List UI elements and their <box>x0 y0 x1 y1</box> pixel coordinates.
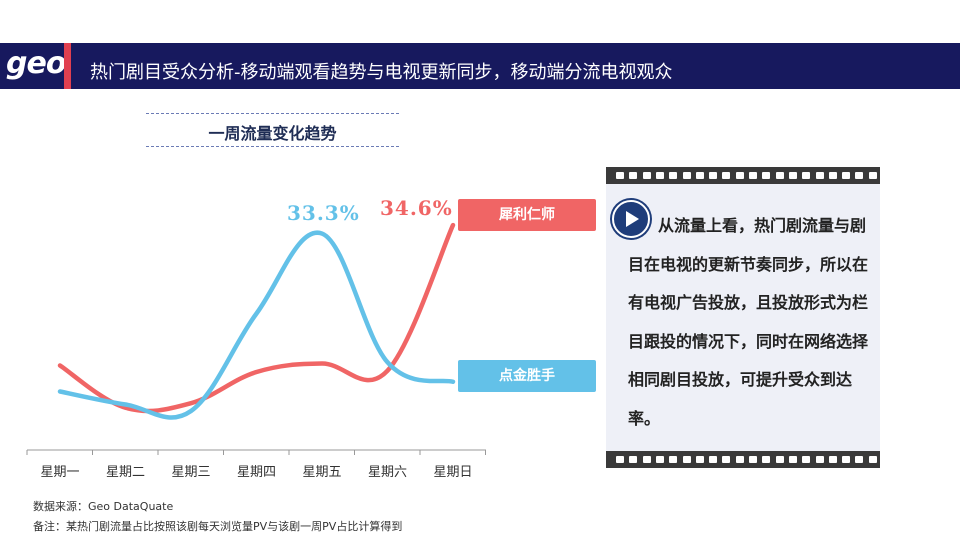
logo: geo <box>6 46 66 81</box>
logo-accent-bar <box>64 43 71 89</box>
x-tick-label: 星期五 <box>302 465 341 480</box>
footnote: 备注：某热门剧流量占比按照该剧每天浏览量PV与该剧一周PV占比计算得到 <box>33 520 403 533</box>
film-hole <box>735 456 744 463</box>
film-hole <box>842 172 851 179</box>
x-tick-label: 星期六 <box>368 465 407 480</box>
film-hole <box>802 172 811 179</box>
film-hole <box>655 172 664 179</box>
film-hole <box>749 456 757 463</box>
film-hole <box>669 172 678 179</box>
film-hole <box>709 456 718 463</box>
x-tick-label: 星期一 <box>40 465 79 480</box>
film-hole <box>682 456 691 463</box>
x-tick-label: 星期二 <box>106 465 145 480</box>
film-hole <box>762 172 771 179</box>
insight-panel <box>606 167 880 468</box>
series-line-red <box>57 222 456 414</box>
legend-series-red: 犀利仁师 <box>458 199 596 231</box>
x-tick-labels: 星期一 星期二 星期三 星期四 星期五 星期六 星期日 <box>40 465 472 480</box>
chart-title: 一周流量变化趋势 <box>208 124 337 143</box>
film-hole <box>775 172 784 179</box>
film-hole <box>855 456 864 463</box>
film-hole <box>815 172 824 179</box>
film-hole <box>828 456 837 463</box>
film-hole <box>616 456 624 463</box>
film-hole <box>815 456 824 463</box>
film-hole <box>762 456 771 463</box>
film-strip-bottom <box>606 451 880 468</box>
film-hole <box>616 172 624 179</box>
x-axis <box>26 449 486 455</box>
film-hole <box>695 172 704 179</box>
film-hole <box>642 172 651 179</box>
x-tick-label: 星期日 <box>433 465 472 480</box>
film-hole <box>629 456 638 463</box>
film-strip-top <box>606 167 880 184</box>
film-hole <box>749 172 757 179</box>
film-hole <box>855 172 864 179</box>
header-bar <box>0 43 960 89</box>
film-hole <box>735 172 744 179</box>
film-hole <box>775 456 784 463</box>
data-source: 数据来源：Geo DataQuate <box>33 500 174 513</box>
logo-box <box>0 43 66 89</box>
film-hole <box>709 172 718 179</box>
film-hole <box>802 456 811 463</box>
chart-title-box: 一周流量变化趋势 <box>146 113 399 147</box>
film-hole <box>828 172 837 179</box>
insight-text: 从流量上看，热门剧流量与剧目在电视的更新节奏同步，所以在有电视广告投放，且投放形… <box>628 216 869 428</box>
film-hole <box>695 456 704 463</box>
film-hole <box>788 456 797 463</box>
peak-label-blue: 33.3% <box>287 201 360 225</box>
film-hole <box>642 456 651 463</box>
peak-label-red: 34.6% <box>380 196 453 220</box>
x-tick-label: 星期三 <box>171 465 210 480</box>
film-hole <box>669 456 678 463</box>
legend-series-blue: 点金胜手 <box>458 360 596 392</box>
x-tick-label: 星期四 <box>237 465 276 480</box>
film-hole <box>629 172 638 179</box>
film-hole <box>682 172 691 179</box>
film-hole <box>868 172 877 179</box>
film-hole <box>842 456 851 463</box>
film-hole <box>868 456 877 463</box>
film-hole <box>722 172 731 179</box>
series-line-blue <box>57 230 456 420</box>
play-icon <box>612 200 650 238</box>
film-hole <box>722 456 731 463</box>
film-hole <box>655 456 664 463</box>
film-hole <box>788 172 797 179</box>
page-title: 热门剧目受众分析-移动端观看趋势与电视更新同步，移动端分流电视观众 <box>90 62 673 83</box>
series-lines <box>57 222 456 420</box>
